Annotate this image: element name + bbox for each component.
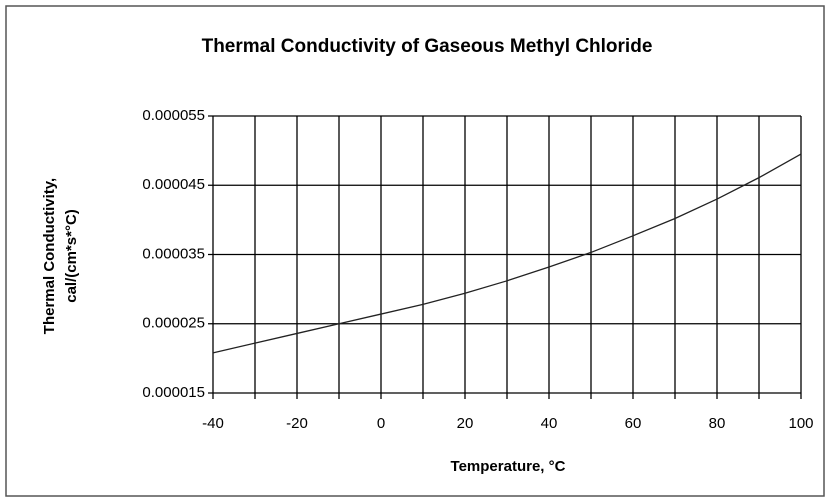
- y-tick-label: 0.000045: [142, 176, 205, 193]
- line-series: [212, 153, 802, 354]
- chart-title: Thermal Conductivity of Gaseous Methyl C…: [202, 36, 653, 57]
- x-tick-label: 0: [377, 415, 385, 432]
- x-tick-label: 20: [457, 415, 474, 432]
- y-tick-label: 0.000035: [142, 245, 205, 262]
- y-axis-label: cal/(cm*s*°C): [63, 209, 80, 303]
- x-tick-label: 40: [541, 415, 558, 432]
- x-tick-label: -40: [202, 415, 224, 432]
- y-tick-label: 0.000025: [142, 315, 205, 332]
- y-tick-label: 0.000015: [142, 384, 205, 401]
- y-axis-label: Thermal Conductivity,: [41, 178, 58, 334]
- y-tick-label: 0.000055: [142, 107, 205, 124]
- x-tick-label: 60: [625, 415, 642, 432]
- x-axis-label: Temperature, °C: [451, 458, 566, 475]
- chart-frame: [5, 5, 825, 497]
- x-tick-label: -20: [286, 415, 308, 432]
- x-tick-label: 100: [788, 415, 813, 432]
- x-tick-label: 80: [709, 415, 726, 432]
